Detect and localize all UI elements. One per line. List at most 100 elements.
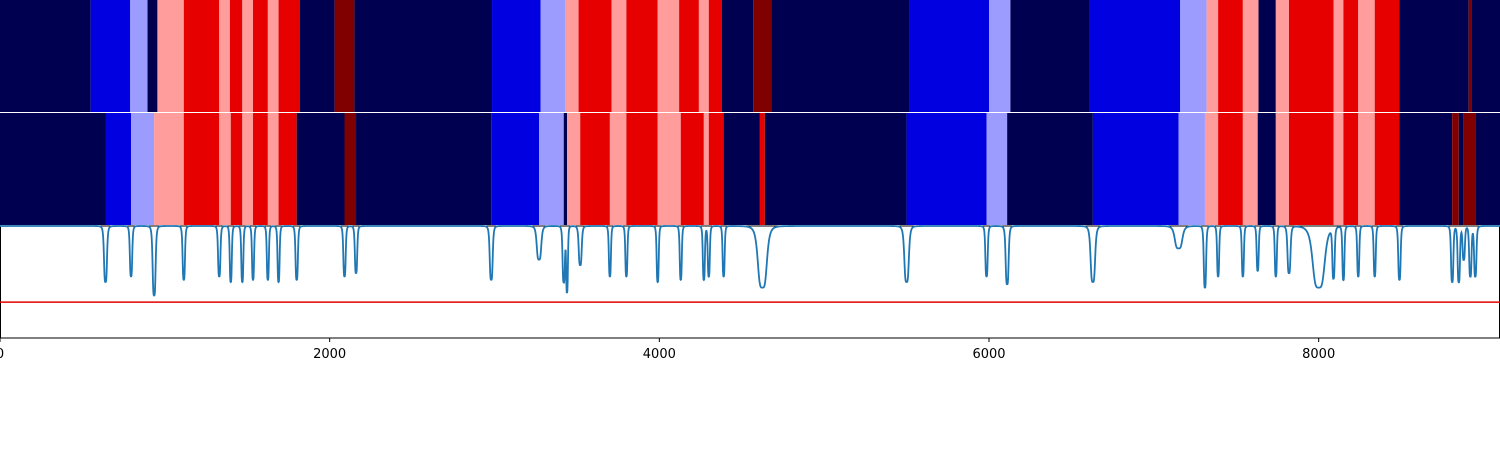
heatmap-cell	[154, 113, 184, 225]
heatmap-cell	[147, 0, 158, 112]
heatmap-cell	[723, 113, 760, 225]
heatmap-cell	[1471, 0, 1500, 112]
heatmap-cell	[253, 0, 268, 112]
heatmap-cell	[1289, 0, 1334, 112]
line-panel-frame	[0, 225, 1500, 339]
heatmap-cell	[1374, 0, 1400, 112]
heatmap-cell	[986, 113, 1008, 225]
heatmap-cell	[242, 0, 254, 112]
heatmap-cell	[253, 113, 268, 225]
heatmap-cell	[565, 0, 579, 112]
heatmap-cell	[708, 113, 724, 225]
heatmap-cell	[708, 0, 722, 112]
heatmap-cell	[334, 0, 355, 112]
heatmap-cell	[1007, 113, 1093, 225]
line-panel	[0, 225, 1500, 339]
heatmap-cell	[703, 113, 709, 225]
heatmap-cell	[1178, 113, 1205, 225]
heatmap-cell	[131, 113, 155, 225]
heatmap-cell	[1218, 113, 1243, 225]
heatmap-cell	[105, 113, 132, 225]
heatmap-cell	[580, 113, 610, 225]
heatmap-cell	[230, 113, 243, 225]
heatmap-cell	[1289, 113, 1334, 225]
heatmap-cell	[90, 0, 131, 112]
heatmap-cell	[278, 113, 297, 225]
heatmap-cell	[1399, 113, 1453, 225]
heatmap-cell	[1010, 0, 1090, 112]
heatmap-cell	[267, 0, 279, 112]
heatmap-cell	[1399, 0, 1469, 112]
heatmap-cell	[657, 0, 680, 112]
heatmap-cell	[989, 0, 1011, 112]
heatmap-cell	[626, 113, 658, 225]
heatmap-cell	[609, 113, 627, 225]
heatmap-cell	[1458, 113, 1464, 225]
heatmap-cell	[1092, 113, 1179, 225]
heatmap-cell	[296, 113, 345, 225]
heatmap-cell	[344, 113, 357, 225]
heatmap-cell	[0, 113, 106, 225]
heatmap-cell	[764, 113, 907, 225]
heatmap-cell	[1218, 0, 1243, 112]
heatmap-cell	[1258, 0, 1276, 112]
heatmap-cell	[680, 113, 704, 225]
heatmap-row-2	[0, 113, 1500, 225]
heatmap-cell	[753, 0, 772, 112]
heatmap-cell	[626, 0, 658, 112]
heatmap-cell	[1358, 113, 1375, 225]
heatmap-cell	[1333, 0, 1344, 112]
heatmap-cell	[219, 113, 231, 225]
heatmap-cell	[1275, 0, 1290, 112]
heatmap-cell	[759, 113, 765, 225]
heatmap-cell	[229, 0, 243, 112]
x-axis: 0 2000 4000 6000 8000	[0, 338, 1335, 362]
heatmap-cell	[300, 0, 335, 112]
heatmap-cell	[657, 113, 681, 225]
heatmap-cell	[611, 0, 627, 112]
heatmap-cell	[698, 0, 709, 112]
heatmap-cell	[721, 0, 754, 112]
heatmap-cell	[1343, 0, 1359, 112]
heatmap-cell	[1242, 0, 1259, 112]
heatmap-cell	[356, 113, 492, 225]
series-line	[0, 225, 1500, 297]
x-tick-label: 6000	[972, 347, 1005, 362]
heatmap-cell	[492, 0, 541, 112]
heatmap-cell	[540, 0, 566, 112]
heatmap-cell	[219, 0, 230, 112]
heatmap-cell	[563, 113, 568, 225]
heatmap-cell	[578, 0, 612, 112]
x-tick-label: 2000	[313, 347, 346, 362]
x-tick-label: 0	[0, 347, 4, 362]
heatmap-cell	[1242, 113, 1258, 225]
heatmap-rows	[0, 0, 1500, 225]
heatmap-cell	[1206, 0, 1219, 112]
heatmap-cell	[1468, 0, 1472, 112]
heatmap-cell	[1374, 113, 1400, 225]
x-tick-label: 4000	[643, 347, 676, 362]
heatmap-cell	[771, 0, 910, 112]
heatmap-cell	[354, 0, 493, 112]
heatmap-cell	[1257, 113, 1276, 225]
heatmap-cell	[0, 0, 91, 112]
heatmap-cell	[1475, 113, 1500, 225]
heatmap-cell	[491, 113, 540, 225]
heatmap-cell	[157, 0, 184, 112]
heatmap-cell	[242, 113, 254, 225]
heatmap-cell	[278, 0, 300, 112]
heatmap-cell	[1204, 113, 1219, 225]
heatmap-row-1	[0, 0, 1500, 112]
heatmap-cell	[183, 0, 220, 112]
heatmap-cell	[539, 113, 564, 225]
x-tick-label: 8000	[1302, 347, 1335, 362]
heatmap-cell	[1333, 113, 1344, 225]
heatmap-cell	[679, 0, 699, 112]
heatmap-cell	[1452, 113, 1459, 225]
heatmap-cell	[1358, 0, 1375, 112]
heatmap-cell	[183, 113, 220, 225]
heatmap-cell	[906, 113, 987, 225]
heatmap-cell	[267, 113, 279, 225]
heatmap-cell	[1275, 113, 1290, 225]
